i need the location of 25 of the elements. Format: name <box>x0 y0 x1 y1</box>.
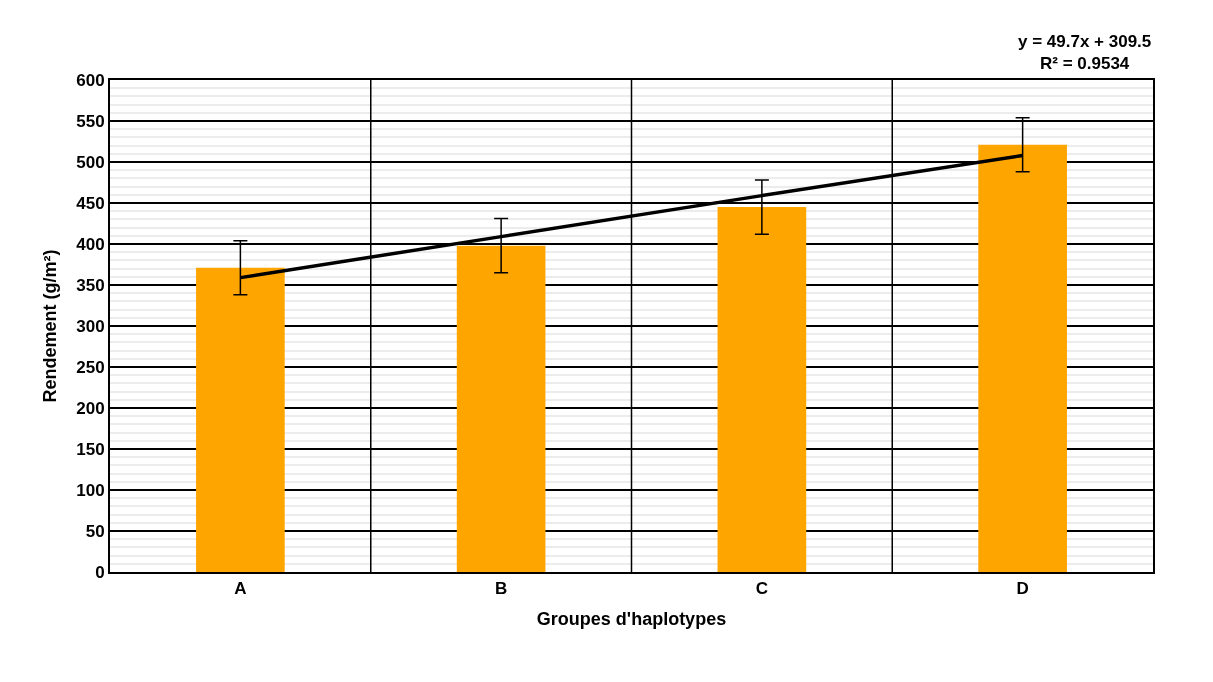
y-tick-label: 300 <box>76 316 105 336</box>
y-tick-label: 100 <box>76 480 105 500</box>
text: R² = 0.9534 <box>1039 54 1130 74</box>
y-axis-title: Rendement (g/m²) <box>39 249 60 403</box>
y-tick-label: 500 <box>76 152 105 172</box>
y-tick-label: 150 <box>76 439 105 459</box>
bar <box>717 207 807 572</box>
bar <box>196 267 285 572</box>
y-tick-label: 450 <box>76 193 105 213</box>
y-tick-label: 600 <box>76 70 105 90</box>
y-tick-label: 50 <box>85 521 105 541</box>
x-tick-label: C <box>755 579 769 599</box>
x-tick-label: D <box>1016 579 1029 599</box>
bar <box>456 245 546 572</box>
y-tick-label: 200 <box>76 398 105 418</box>
x-tick-label: A <box>234 579 247 599</box>
bar <box>978 144 1067 572</box>
text: y = 49.7x + 309.5 <box>1018 32 1152 51</box>
y-tick-label: 250 <box>76 357 105 377</box>
x-axis-title: Groupes d'haplotypes <box>536 609 727 629</box>
y-tick-label: 350 <box>76 275 105 295</box>
y-tick-label: 0 <box>95 562 105 582</box>
y-tick-label: 550 <box>76 111 105 131</box>
y-tick-label: 400 <box>76 234 105 254</box>
x-tick-label: B <box>494 579 508 599</box>
